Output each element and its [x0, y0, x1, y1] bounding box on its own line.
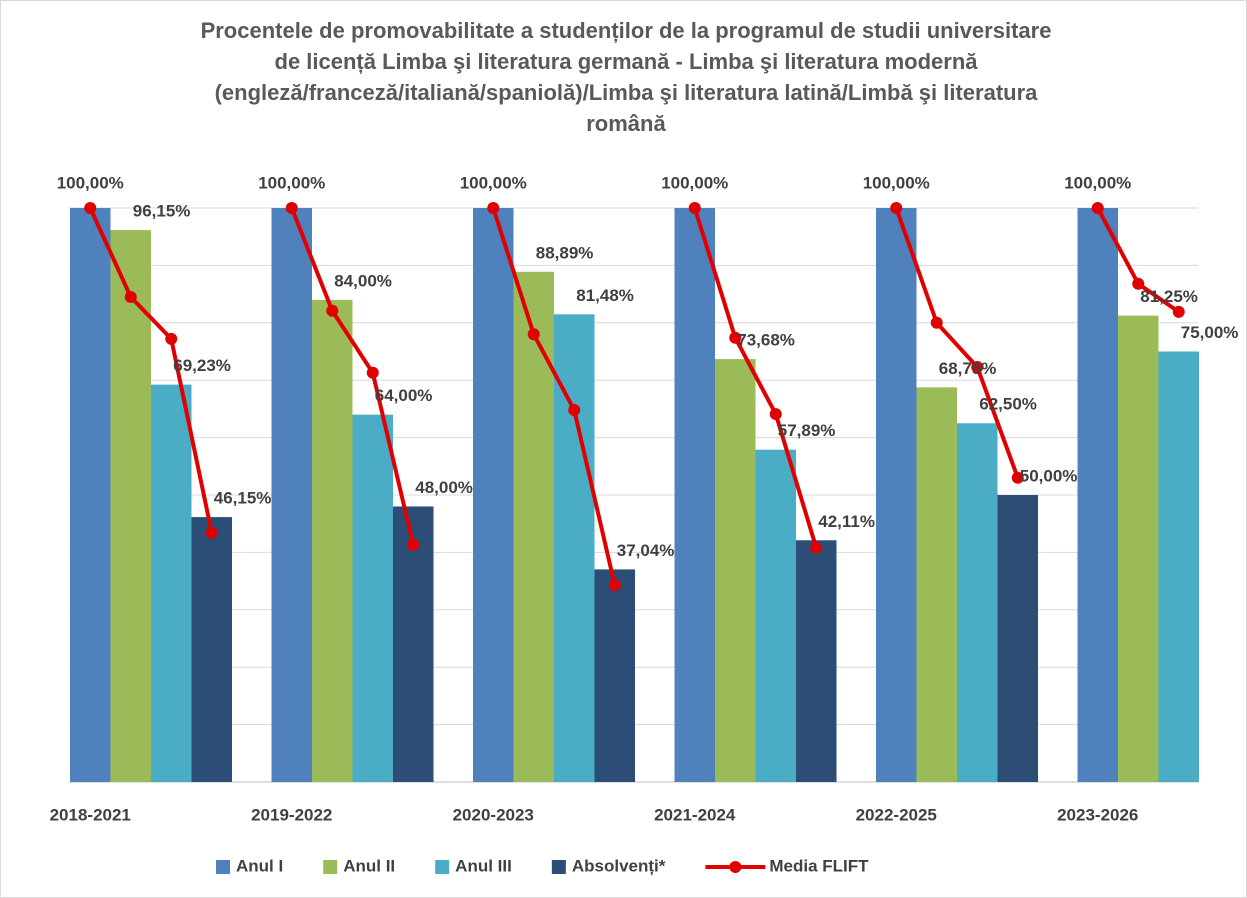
line-marker — [84, 202, 97, 214]
data-label: 100,00% — [57, 173, 124, 192]
bar — [876, 208, 917, 782]
line-marker — [1172, 305, 1185, 318]
bar — [271, 208, 312, 782]
bar — [554, 314, 595, 782]
line-marker — [487, 202, 500, 214]
data-label: 81,48% — [576, 286, 634, 305]
line-marker — [407, 538, 420, 551]
data-label: 46,15% — [214, 489, 272, 508]
data-label: 100,00% — [258, 173, 325, 192]
bar — [473, 208, 514, 782]
legend-label: Media FLIFT — [769, 856, 869, 875]
line-segment — [88, 207, 214, 534]
bar — [312, 299, 353, 782]
x-tick-label: 2023-2026 — [1057, 805, 1138, 824]
legend-label: Absolvenți* — [572, 856, 666, 875]
legend-swatch — [323, 860, 338, 874]
bar — [191, 517, 232, 782]
line-marker — [729, 331, 742, 344]
line-marker — [165, 332, 178, 345]
x-tick-label: 2020-2023 — [453, 805, 534, 824]
bar — [393, 506, 434, 782]
line-marker — [769, 408, 782, 421]
line-marker — [688, 202, 701, 214]
line-marker — [1132, 277, 1145, 290]
line-marker — [930, 316, 943, 329]
data-label: 48,00% — [415, 478, 473, 497]
data-label: 62,50% — [979, 395, 1037, 414]
line-segment — [491, 207, 617, 586]
line-marker — [285, 202, 298, 214]
line-marker — [1091, 202, 1104, 214]
x-tick-label: 2021-2024 — [654, 805, 736, 824]
line-marker — [326, 304, 339, 317]
bar — [997, 495, 1038, 782]
line-marker — [124, 290, 137, 303]
data-label: 57,89% — [778, 421, 836, 440]
bar — [796, 540, 837, 782]
line-marker — [810, 541, 823, 554]
legend-marker — [729, 861, 742, 873]
data-label: 69,23% — [173, 356, 231, 375]
x-tick-label: 2018-2021 — [50, 805, 131, 824]
legend-swatch — [435, 860, 450, 874]
data-label: 68,75% — [939, 359, 997, 378]
data-label: 96,15% — [133, 202, 191, 221]
data-label: 37,04% — [617, 541, 675, 560]
bar — [715, 359, 756, 782]
data-label: 42,11% — [818, 512, 875, 531]
data-label: 100,00% — [661, 173, 728, 192]
line-segment — [289, 207, 416, 546]
bar — [957, 423, 998, 782]
bar — [916, 387, 957, 782]
line-marker — [527, 328, 540, 341]
bar — [352, 414, 393, 782]
bar — [151, 384, 192, 782]
line-marker — [366, 366, 379, 379]
bar — [1158, 351, 1199, 782]
data-label: 100,00% — [1064, 173, 1131, 192]
data-label: 88,89% — [536, 243, 594, 262]
line-segment — [894, 207, 1020, 479]
bar — [755, 449, 796, 782]
line-marker — [1011, 471, 1024, 484]
legend-swatch — [216, 860, 230, 874]
legend-swatch — [551, 860, 566, 874]
legend-label: Anul I — [236, 856, 283, 875]
data-label: 84,00% — [334, 271, 392, 290]
line-marker — [608, 579, 621, 592]
legend-label: Anul III — [455, 856, 512, 875]
line-marker — [971, 360, 984, 373]
data-label: 100,00% — [863, 173, 930, 192]
legend-label: Anul II — [343, 856, 395, 875]
x-tick-label: 2022-2025 — [856, 805, 937, 824]
data-label: 81,25% — [1140, 287, 1198, 306]
data-label: 73,68% — [737, 331, 795, 350]
x-tick-label: 2019-2022 — [251, 805, 332, 824]
bar — [1077, 208, 1118, 782]
data-label: 75,00% — [1181, 323, 1239, 342]
line-marker — [568, 404, 581, 417]
data-label: 50,00% — [1020, 466, 1078, 485]
line-segment — [692, 207, 819, 549]
bar — [674, 208, 715, 782]
bar — [70, 208, 111, 782]
bar — [1118, 315, 1159, 782]
bar — [110, 230, 151, 782]
bar — [594, 569, 635, 782]
bar — [513, 271, 554, 782]
data-label: 100,00% — [460, 173, 527, 192]
chart-title: Procentele de promovabilitate a studenți… — [200, 18, 1052, 136]
data-label: 64,00% — [375, 386, 433, 405]
line-marker — [890, 202, 903, 214]
line-marker — [205, 526, 218, 539]
